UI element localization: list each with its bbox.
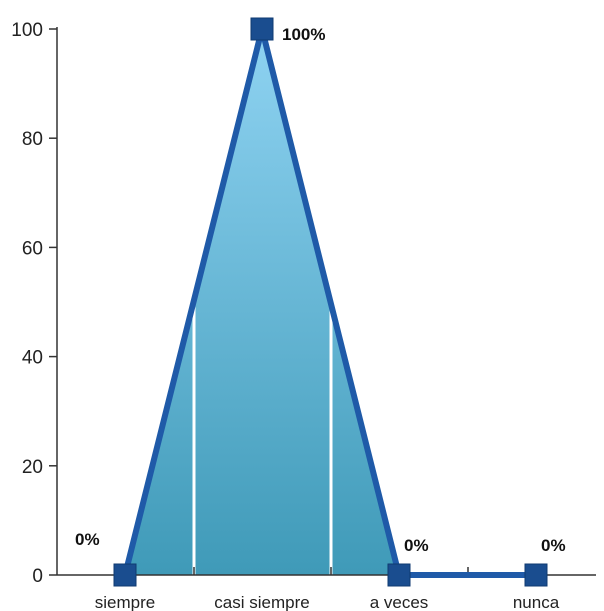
data-label: 0% [404,536,429,555]
y-tick-label: 20 [22,457,43,478]
data-point-marker [387,563,411,587]
data-label: 0% [541,536,566,555]
y-tick-label: 100 [11,20,43,41]
x-tick-label: nunca [513,593,560,611]
x-tick-label: casi siempre [214,593,309,611]
x-tick-label: siempre [95,593,155,611]
y-tick-label: 80 [22,129,43,150]
data-point-marker [250,17,274,41]
series-line [122,28,536,578]
data-label: 0% [75,530,100,549]
y-tick-label: 60 [22,238,43,259]
y-tick-label: 40 [22,348,43,369]
data-point-marker [113,563,137,587]
y-tick-label: 0 [32,566,43,587]
data-label: 100% [282,25,325,44]
data-point-marker [524,563,548,587]
x-tick-label: a veces [370,593,429,611]
